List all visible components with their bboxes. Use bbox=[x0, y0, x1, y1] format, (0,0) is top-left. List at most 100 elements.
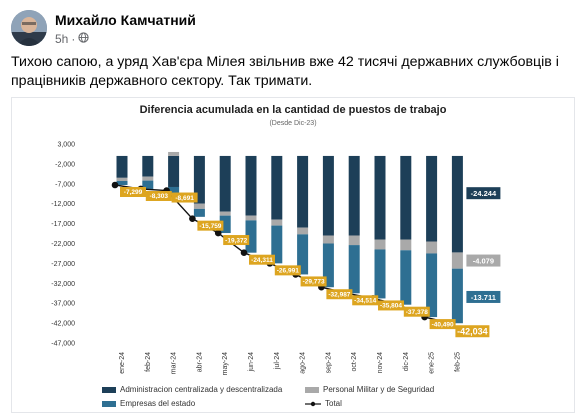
bar-military bbox=[400, 239, 412, 251]
total-label-box bbox=[326, 289, 353, 300]
total-label-box bbox=[378, 300, 404, 311]
total-label-box bbox=[223, 235, 250, 246]
bar-admin bbox=[426, 155, 438, 242]
legend-admin: Administracion centralizada y descentral… bbox=[102, 385, 282, 394]
legend-total-label: Total bbox=[325, 399, 342, 408]
total-label-box bbox=[274, 265, 301, 276]
meta-separator: · bbox=[71, 32, 76, 46]
bar-military bbox=[426, 241, 438, 254]
y-tick-label: -2,000 bbox=[55, 161, 75, 168]
total-label-box bbox=[197, 220, 224, 231]
bar-empresas bbox=[193, 208, 205, 217]
x-tick-label: feb-24 bbox=[145, 352, 152, 372]
legend-total: Total bbox=[305, 399, 342, 408]
legend-military-label: Personal Militar y de Seguridad bbox=[323, 385, 435, 394]
total-label: -19,372 bbox=[225, 237, 247, 244]
total-label: -7,299 bbox=[124, 189, 143, 196]
legend-empresas-swatch bbox=[102, 400, 116, 407]
bar-empresas bbox=[400, 250, 412, 305]
bar-admin bbox=[374, 155, 386, 240]
y-tick-label: -47,000 bbox=[51, 341, 75, 348]
total-label: -15,759 bbox=[199, 223, 221, 230]
x-tick-label: ene-24 bbox=[119, 352, 126, 374]
chart: Diferencia acumulada en la cantidad de p… bbox=[51, 104, 501, 375]
y-axis: 3,000 -2,000 -7,000 -12,000 -17,000 -22,000 -2… bbox=[51, 142, 75, 348]
bar-empresas bbox=[348, 245, 360, 294]
end-label-military: -4.079 bbox=[473, 257, 494, 266]
total-label-box bbox=[120, 186, 146, 197]
bar-admin bbox=[322, 155, 334, 236]
post-meta: 5h · bbox=[55, 32, 89, 46]
bar-admin bbox=[193, 155, 205, 204]
avatar[interactable] bbox=[11, 10, 47, 46]
total-point bbox=[214, 229, 222, 237]
total-label: -34,514 bbox=[354, 298, 376, 305]
bar-empresas bbox=[322, 243, 334, 288]
post-time[interactable]: 5h bbox=[55, 32, 69, 46]
y-tick-label: -17,000 bbox=[51, 221, 75, 228]
x-axis: ene-24 feb-24 mar-24 abr-24 may-24 jun-24 jul-… bbox=[119, 352, 461, 375]
total-point bbox=[240, 249, 248, 256]
bars bbox=[116, 151, 463, 324]
author-name[interactable]: Михайло Камчатний bbox=[55, 12, 196, 28]
total-labels: -7,299-8,303 -8,691-15,759-19,372-24,311-… bbox=[120, 186, 490, 338]
bar-admin bbox=[168, 155, 180, 187]
bar-empresas bbox=[142, 180, 154, 189]
bar-admin bbox=[297, 155, 309, 228]
x-tick-label: jun-24 bbox=[248, 352, 255, 373]
y-tick-label: -42,000 bbox=[51, 321, 75, 328]
x-tick-label: mar-24 bbox=[171, 352, 178, 374]
y-tick-label: -27,000 bbox=[51, 261, 75, 268]
total-label-box bbox=[403, 306, 430, 317]
end-label-box-empresas bbox=[466, 290, 501, 303]
legend-military: Personal Militar y de Seguridad bbox=[305, 385, 434, 394]
legend-empresas-label: Empresas del estado bbox=[120, 399, 196, 408]
chart-subtitle: (Desde Dic-23) bbox=[269, 120, 316, 127]
chart-image[interactable]: Diferencia acumulada en la cantidad de p… bbox=[11, 97, 575, 413]
legend-admin-label: Administracion centralizada y descentral… bbox=[120, 385, 283, 394]
x-tick-label: feb-25 bbox=[454, 352, 461, 372]
x-tick-label: sep-24 bbox=[325, 352, 332, 374]
post-text: Тихою сапою, а уряд Хав'єра Мілея звільн… bbox=[11, 54, 559, 89]
x-tick-label: jul-24 bbox=[274, 352, 281, 370]
total-label-box bbox=[171, 192, 198, 203]
total-label: -8,691 bbox=[175, 195, 194, 202]
bar-military bbox=[116, 177, 128, 182]
x-tick-label: dic-24 bbox=[403, 352, 410, 371]
chart-title: Diferencia acumulada en la cantidad de p… bbox=[140, 104, 447, 116]
end-label-box-admin bbox=[466, 187, 501, 200]
bar-military bbox=[245, 215, 257, 221]
x-tick-label: ago-24 bbox=[300, 352, 307, 374]
total-label: -8,303 bbox=[150, 193, 169, 200]
bar-military bbox=[168, 151, 180, 156]
total-label-box bbox=[455, 325, 490, 338]
y-tick-label: 3,000 bbox=[57, 142, 75, 149]
bar-empresas bbox=[374, 249, 386, 299]
x-tick-label: nov-24 bbox=[377, 352, 384, 374]
bar-admin bbox=[245, 155, 257, 216]
bar-empresas bbox=[245, 220, 257, 253]
bar-military bbox=[193, 203, 205, 209]
legend-empresas: Empresas del estado bbox=[102, 399, 195, 408]
legend-total-marker bbox=[305, 401, 321, 407]
legend-military-swatch bbox=[305, 386, 319, 393]
total-label: -26,991 bbox=[277, 268, 299, 275]
bar-empresas bbox=[426, 253, 438, 318]
post-header: Михайло Камчатний 5h · bbox=[11, 10, 571, 46]
bar-empresas bbox=[168, 186, 180, 195]
bar-military bbox=[297, 227, 309, 235]
legend-admin-swatch bbox=[102, 386, 116, 393]
bar-military bbox=[322, 235, 334, 244]
end-labels: -24.244 -4.079 -13.711 bbox=[466, 187, 501, 303]
total-label: -35,804 bbox=[380, 303, 402, 310]
bar-empresas bbox=[219, 215, 231, 234]
end-label-empresas: -13.711 bbox=[471, 293, 496, 302]
globe-icon bbox=[78, 32, 89, 46]
total-label: -40,490 bbox=[432, 321, 454, 328]
bar-admin bbox=[219, 155, 231, 212]
bar-military bbox=[142, 176, 154, 181]
total-label: -29,773 bbox=[303, 279, 325, 286]
y-tick-label: -7,000 bbox=[55, 181, 75, 188]
total-label-box bbox=[145, 190, 172, 201]
y-tick-label: -32,000 bbox=[51, 281, 75, 288]
